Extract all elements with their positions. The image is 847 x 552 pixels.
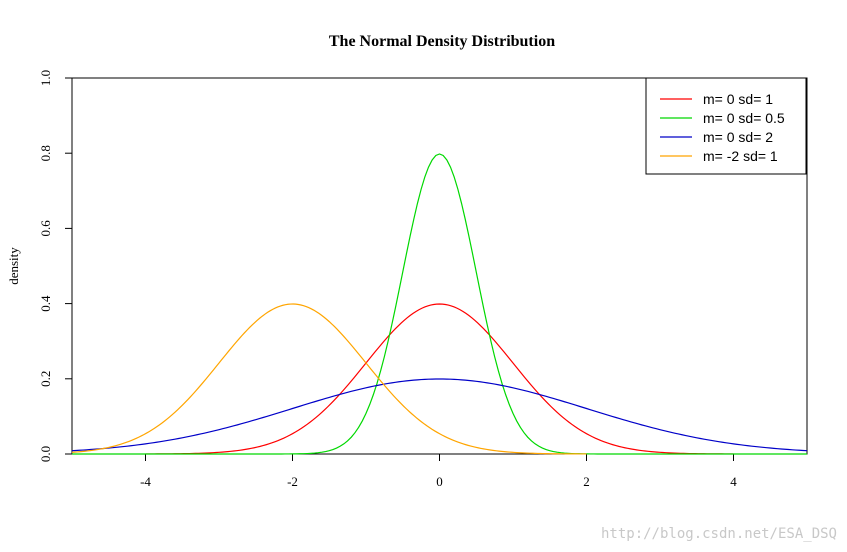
y-axis: 0.0 0.2 0.4 0.6 0.8 1.0 — [38, 70, 72, 462]
x-tick-label: 4 — [730, 474, 737, 489]
chart-title: The Normal Density Distribution — [329, 33, 555, 50]
legend-label: m= 0 sd= 1 — [703, 91, 773, 107]
y-tick-label: 1.0 — [38, 70, 53, 86]
y-tick-label: 0.2 — [38, 371, 53, 387]
x-tick-label: -4 — [140, 474, 151, 489]
series-line — [71, 303, 587, 455]
y-tick-label: 0.0 — [38, 446, 53, 462]
legend: m= 0 sd= 1 m= 0 sd= 0.5 m= 0 sd= 2 m= -2 sd… — [645, 77, 807, 175]
legend-box — [645, 77, 807, 175]
series-line — [71, 378, 808, 452]
legend-label: m= 0 sd= 2 — [703, 129, 773, 145]
y-axis-label: density — [6, 247, 21, 285]
legend-label: m= 0 sd= 0.5 — [703, 110, 785, 126]
x-tick-label: -2 — [287, 474, 298, 489]
watermark-text: http://blog.csdn.net/ESA_DSQ — [600, 526, 837, 542]
series-line — [72, 153, 807, 455]
y-tick-label: 0.4 — [38, 295, 53, 312]
series-line — [145, 303, 734, 455]
y-tick-label: 0.8 — [38, 145, 53, 161]
x-axis: -4 -2 0 2 4 — [140, 454, 737, 489]
x-tick-label: 0 — [436, 474, 443, 489]
x-tick-label: 2 — [583, 474, 590, 489]
y-tick-label: 0.6 — [38, 220, 53, 237]
legend-label: m= -2 sd= 1 — [703, 148, 778, 164]
series-lines — [71, 153, 808, 455]
